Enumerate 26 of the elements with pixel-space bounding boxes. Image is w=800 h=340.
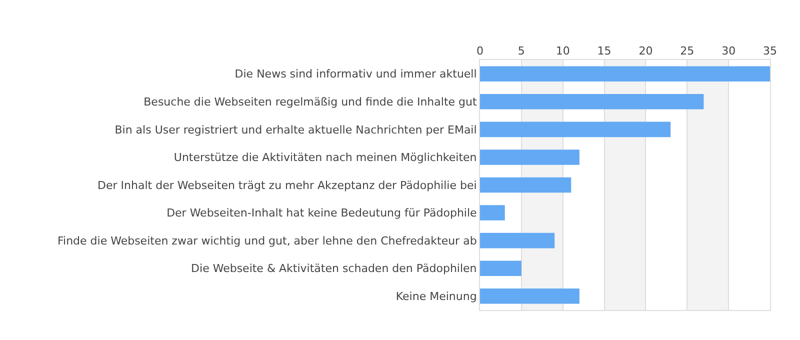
x-tick-label: 25 xyxy=(680,44,694,58)
y-tick-label: Bin als User registriert und erhalte aktuelle Nachrichten per EMail xyxy=(114,123,477,136)
y-tick-label: Finde die Webseiten zwar wichtig und gut, aber lehne den Chefredakteur ab xyxy=(57,234,477,248)
x-tick-label: 15 xyxy=(597,44,612,58)
bar xyxy=(480,260,522,276)
y-tick-label: Der Webseiten-Inhalt hat keine Bedeutung für Pädophile xyxy=(166,206,478,220)
y-tick-label: Die Webseite & Aktivitäten schaden den Pädophilen xyxy=(191,262,477,276)
y-tick-label: Keine Meinung xyxy=(396,290,477,303)
bar xyxy=(480,232,555,248)
bar xyxy=(480,66,770,82)
x-tick-label: 20 xyxy=(638,44,653,58)
x-tick-label: 30 xyxy=(722,44,736,58)
bar xyxy=(480,205,505,220)
y-tick-label: Der Inhalt der Webseiten trägt zu mehr Akzeptanz der Pädophilie bei xyxy=(98,178,477,192)
bar xyxy=(480,94,704,110)
bar xyxy=(480,288,580,304)
y-tick-label: Besuche die Webseiten regelmäßig und finde die Inhalte gut xyxy=(144,96,478,109)
bar xyxy=(480,122,671,138)
bar xyxy=(480,150,580,165)
y-tick-label: Unterstütze die Aktivitäten nach meinen Möglichkeiten xyxy=(174,151,477,164)
x-tick-label: 35 xyxy=(763,44,777,58)
x-tick-label: 0 xyxy=(476,44,484,58)
x-tick-label: 10 xyxy=(556,44,570,58)
y-tick-label: Die News sind informativ und immer aktuell xyxy=(234,68,477,81)
bar xyxy=(480,177,572,193)
x-tick-label: 5 xyxy=(518,44,525,58)
